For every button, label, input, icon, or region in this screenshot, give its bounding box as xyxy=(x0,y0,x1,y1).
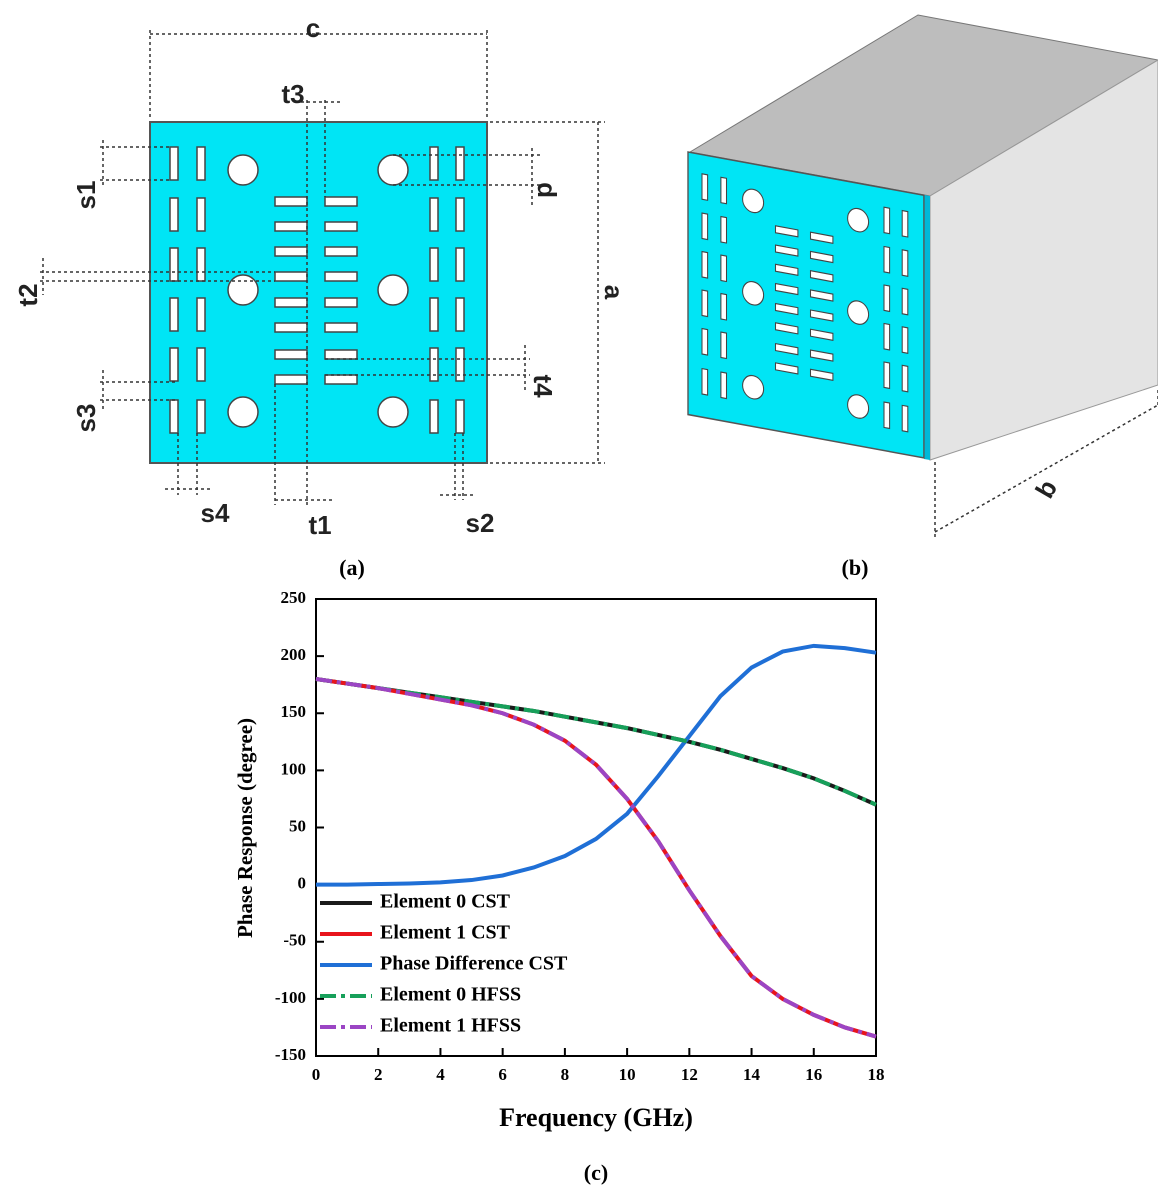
dimension-label: d xyxy=(532,182,562,198)
dimension-label: c xyxy=(306,13,320,43)
panel-b xyxy=(688,15,1158,540)
x-axis-title: Frequency (GHz) xyxy=(499,1103,693,1132)
panel-a xyxy=(40,30,605,505)
legend-label: Element 1 HFSS xyxy=(380,1015,521,1037)
series-line xyxy=(316,679,876,805)
dimension-label: s1 xyxy=(71,181,101,210)
unit-cell-top-view xyxy=(150,122,487,463)
dimension-label: s4 xyxy=(201,498,230,528)
dimension-label: s3 xyxy=(71,404,101,433)
dimension-label: a xyxy=(599,285,629,300)
y-tick-label: 100 xyxy=(281,759,307,778)
x-tick-label: 0 xyxy=(312,1065,321,1084)
y-tick-label: 50 xyxy=(289,816,306,835)
x-tick-label: 4 xyxy=(436,1065,445,1084)
x-tick-label: 10 xyxy=(619,1065,636,1084)
x-tick-label: 14 xyxy=(743,1065,761,1084)
legend-label: Element 0 HFSS xyxy=(380,984,521,1006)
y-tick-label: -100 xyxy=(275,988,306,1007)
series-line xyxy=(316,679,876,805)
chart: -150 -100 -50 0 50 100 150 200 250 0 2 4 6 8 10 12 14 16 1… xyxy=(275,588,885,1084)
dimension-label: t4 xyxy=(528,374,558,398)
y-tick-label: 200 xyxy=(281,645,307,664)
caption-a: (a) xyxy=(339,555,365,580)
y-tick-label: 0 xyxy=(298,874,307,893)
y-tick-label: 150 xyxy=(281,702,307,721)
figure: c t3 s1 d t2 a t4 s3 s4 t1 s2 b (a) (b) -150 -100 -50… xyxy=(0,0,1158,1185)
x-tick-label: 18 xyxy=(868,1065,885,1084)
x-tick-label: 8 xyxy=(561,1065,570,1084)
x-tick-label: 6 xyxy=(498,1065,507,1084)
y-tick-label: -150 xyxy=(275,1045,306,1064)
unit-cell-3d xyxy=(688,152,924,458)
plate-edge xyxy=(924,195,930,460)
x-tick-label: 2 xyxy=(374,1065,383,1084)
legend-label: Element 0 CST xyxy=(380,891,511,913)
y-axis-title: Phase Response (degree) xyxy=(233,718,257,938)
y-tick-label: -50 xyxy=(283,931,306,950)
dimension-label: t3 xyxy=(281,79,304,109)
dimension-label: s2 xyxy=(466,508,495,538)
dimension-label: b xyxy=(1029,475,1063,504)
dimension-label: t1 xyxy=(308,510,331,540)
dimension-label: t2 xyxy=(13,283,43,306)
caption-b: (b) xyxy=(842,555,869,580)
legend-label: Phase Difference CST xyxy=(380,953,568,975)
x-tick-label: 12 xyxy=(681,1065,698,1084)
legend-label: Element 1 CST xyxy=(380,922,511,944)
x-tick-label: 16 xyxy=(805,1065,822,1084)
caption-c: (c) xyxy=(584,1160,608,1185)
y-tick-label: 250 xyxy=(281,588,307,607)
